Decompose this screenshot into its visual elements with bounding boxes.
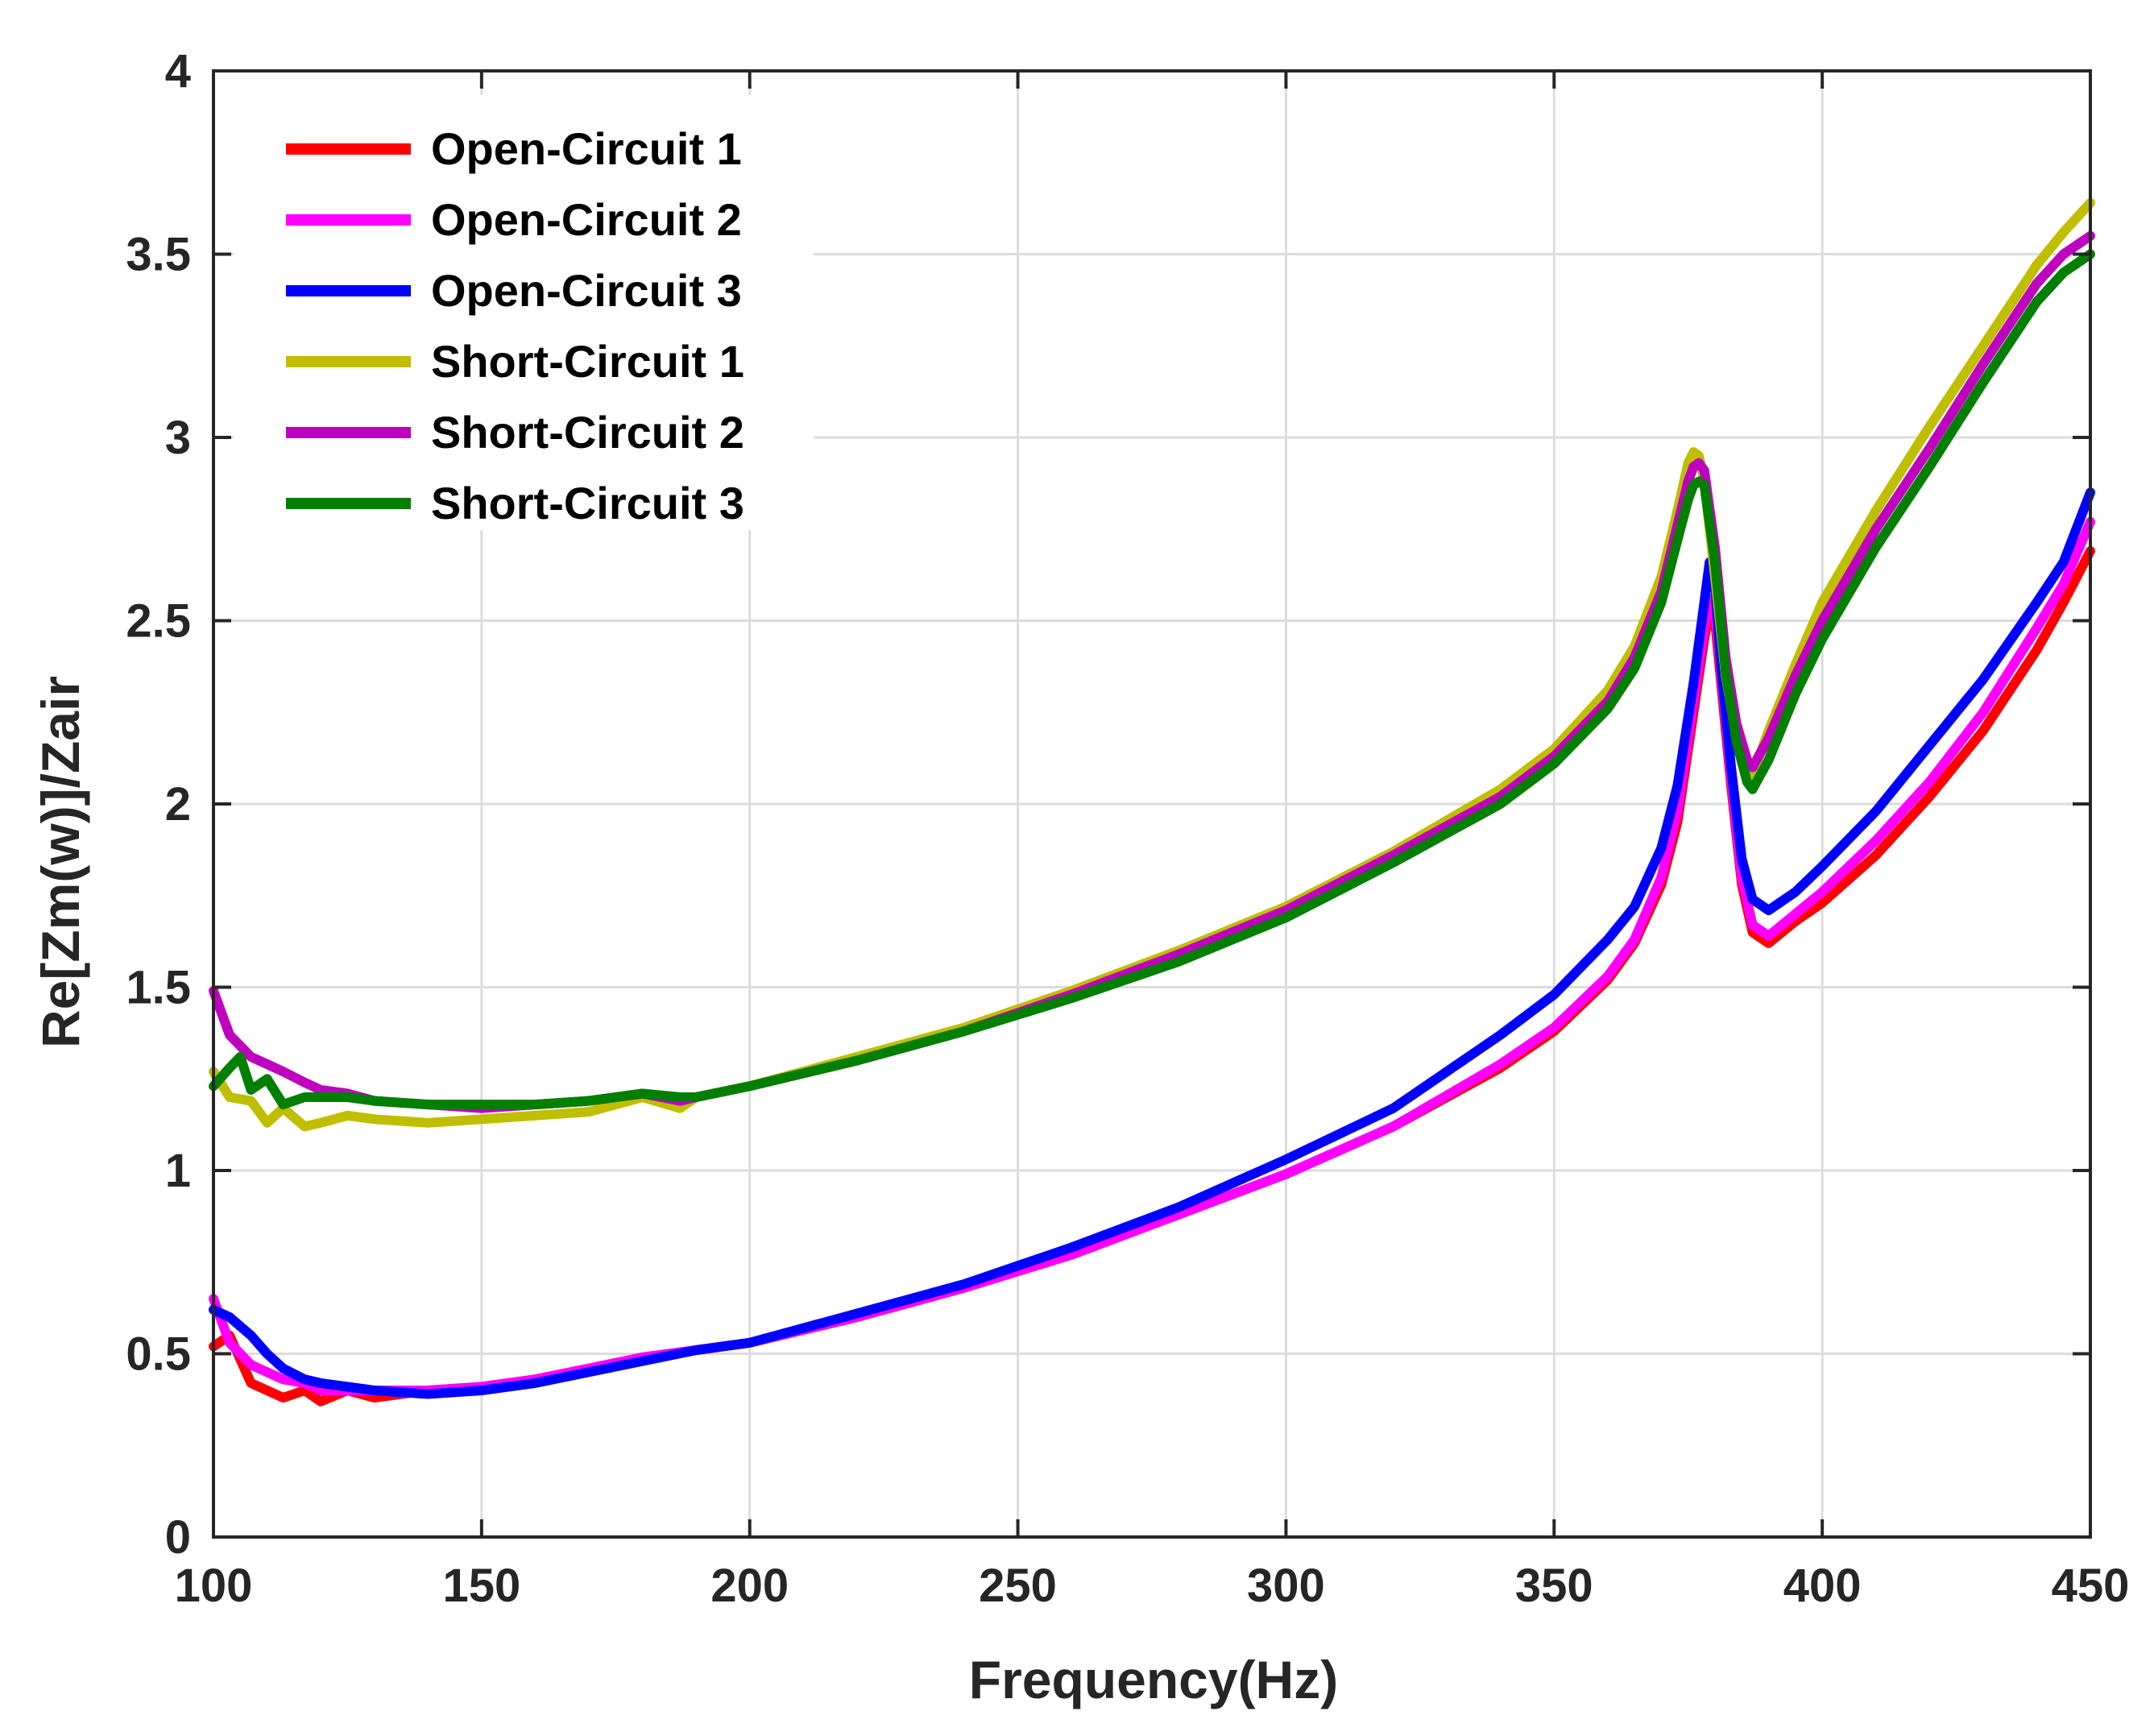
series-line-open-circuit-3	[209, 487, 2095, 1399]
y-tick-label: 0	[165, 1511, 191, 1564]
y-axis-title: Re[Zm(w)]/Zair	[31, 676, 90, 1048]
y-tick-label: 3.5	[126, 229, 191, 281]
x-tick-label: 300	[1247, 1560, 1325, 1612]
x-axis-title: Frequency(Hz)	[969, 1650, 1338, 1709]
x-tick-label: 350	[1515, 1560, 1593, 1612]
legend-label: Open-Circuit 2	[431, 194, 742, 245]
series-group	[209, 197, 2095, 1407]
y-ticks: 0 0.5 1 1.5 2 2.5 3 3.5 4	[126, 45, 2090, 1564]
x-ticks: 100 150 200 250 300 350 400 450	[175, 71, 2130, 1612]
legend-label: Short-Circuit 1	[431, 336, 744, 387]
legend-box	[234, 95, 814, 530]
y-tick-label: 2.5	[126, 595, 191, 648]
x-tick-label: 150	[442, 1560, 520, 1612]
x-tick-label: 100	[175, 1560, 253, 1612]
legend-label: Short-Circuit 2	[431, 407, 744, 458]
legend-label: Open-Circuit 1	[431, 123, 742, 174]
x-tick-label: 250	[979, 1560, 1057, 1612]
y-tick-label: 4	[165, 45, 191, 97]
y-tick-label: 2	[165, 778, 191, 831]
legend-label: Open-Circuit 3	[431, 265, 742, 316]
y-tick-label: 1	[165, 1145, 191, 1197]
x-tick-label: 400	[1783, 1560, 1862, 1612]
y-tick-label: 3	[165, 412, 191, 464]
y-tick-label: 0.5	[126, 1328, 191, 1381]
x-tick-label: 450	[2052, 1560, 2130, 1612]
legend: Open-Circuit 1 Open-Circuit 2 Open-Circuit…	[234, 95, 814, 530]
legend-label: Short-Circuit 3	[431, 478, 744, 528]
series-line-short-circuit-3	[209, 249, 2095, 1110]
y-tick-label: 1.5	[126, 962, 191, 1014]
x-tick-label: 200	[710, 1560, 789, 1612]
